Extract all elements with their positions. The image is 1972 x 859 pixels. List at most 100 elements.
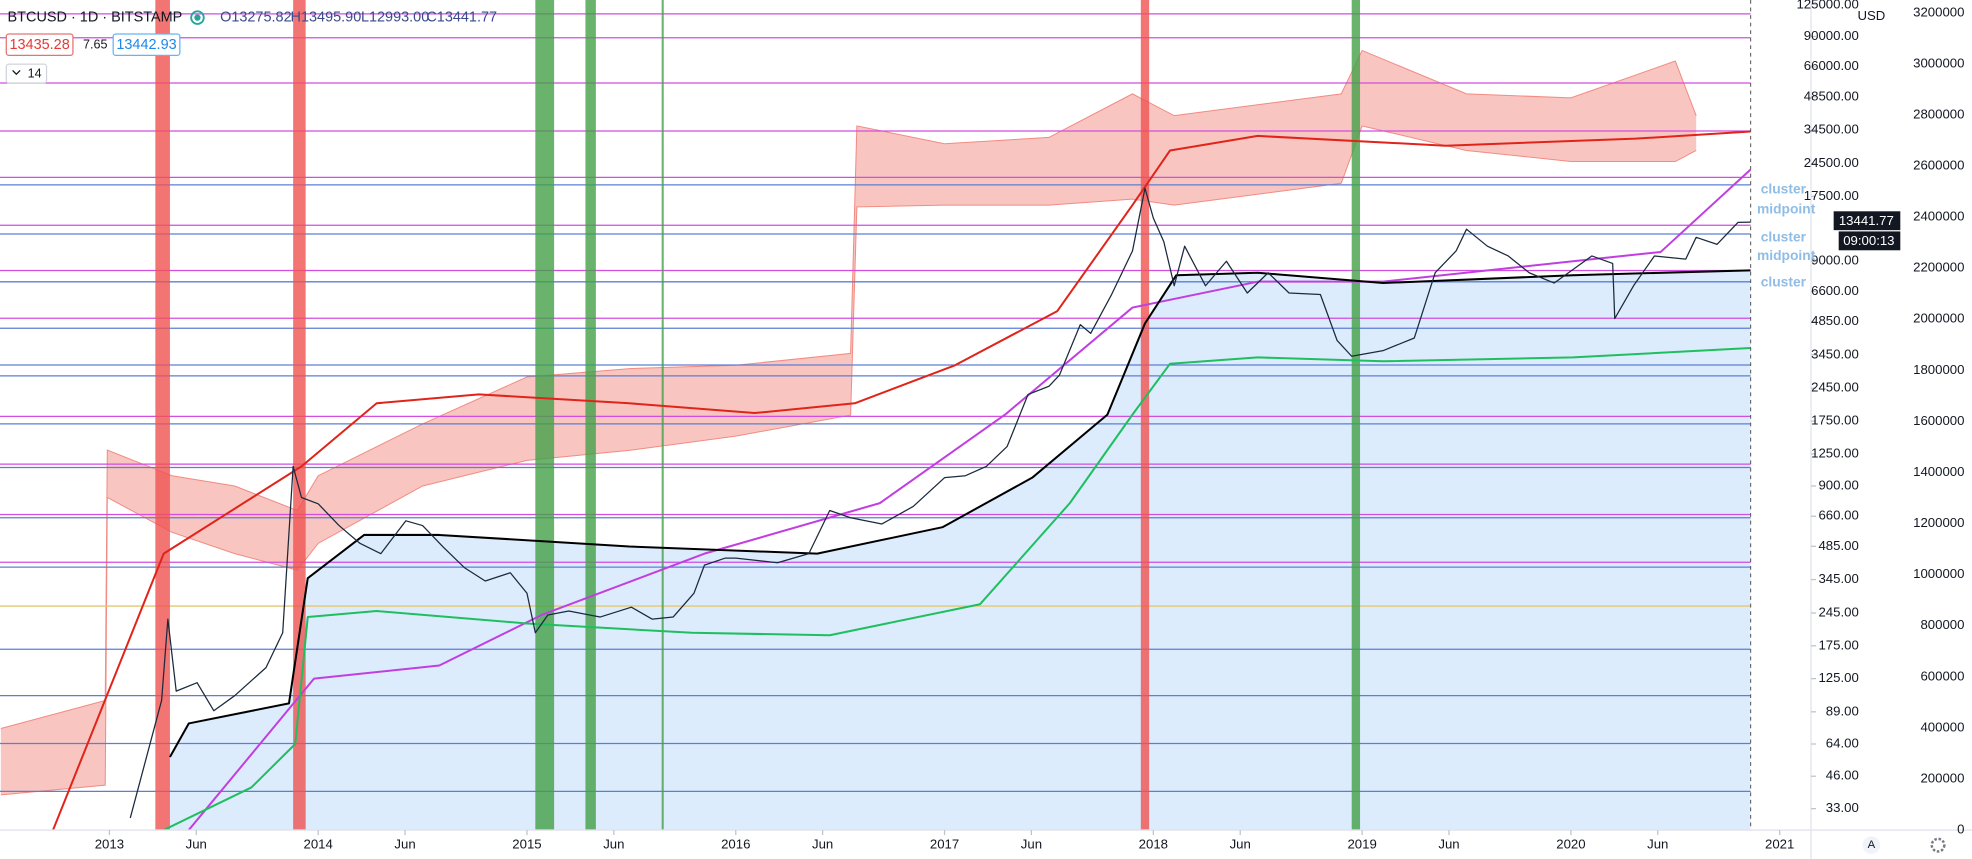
countdown-tag <box>1838 231 1901 251</box>
y-tick-label: 345.00 <box>1818 571 1858 586</box>
y2-tick-label: 2000000 <box>1913 311 1964 326</box>
y-tick-label: 3450.00 <box>1811 346 1859 361</box>
y2-tick-label: 600000 <box>1920 668 1964 683</box>
y-tick-label: 125000.00 <box>1796 0 1858 12</box>
y2-tick-label: 800000 <box>1920 617 1964 632</box>
y2-tick-label: 200000 <box>1920 770 1964 785</box>
series-line <box>52 130 1751 831</box>
indicator-left: 13435.28 <box>9 37 69 53</box>
x-tick-label: 2017 <box>930 837 959 852</box>
indicator-box <box>112 33 181 56</box>
chevron <box>12 69 21 76</box>
y-tick-label: 2450.00 <box>1811 380 1859 395</box>
y-tick-label: 66000.00 <box>1804 58 1859 73</box>
series-line <box>129 187 1751 819</box>
y-tick-label: 9000.00 <box>1811 253 1859 268</box>
y-tick-label: 1250.00 <box>1811 445 1859 460</box>
countdown: 09:00:13 <box>1843 233 1894 248</box>
x-tick-label: 2019 <box>1347 837 1376 852</box>
y2-tick-label: 1000000 <box>1913 566 1964 581</box>
last-price: 13441.77 <box>1839 213 1894 228</box>
y2-tick-label: 2400000 <box>1913 209 1964 224</box>
event-band <box>1140 0 1150 831</box>
ohlc-close: C13441.77 <box>426 9 497 25</box>
indicator-box <box>5 33 74 56</box>
annotation: midpoint <box>1757 201 1816 217</box>
y2-tick-label: 1400000 <box>1913 464 1964 479</box>
indicator-right: 13442.93 <box>116 37 176 53</box>
series-line <box>187 168 1752 831</box>
x-tick-label: Jun <box>1647 837 1668 852</box>
ohlc-high: H13495.90 <box>291 9 362 25</box>
interval-toggle[interactable] <box>5 63 48 84</box>
x-tick-label: Jun <box>603 837 624 852</box>
x-tick-label: 2014 <box>304 837 333 852</box>
annotation: midpoint <box>1757 247 1816 263</box>
x-tick-label: 2013 <box>95 837 124 852</box>
envelope-edge <box>0 125 1697 796</box>
y2-tick-label: 3200000 <box>1913 4 1964 19</box>
y-tick-label: 34500.00 <box>1804 122 1859 137</box>
annotation: cluster <box>1761 181 1807 197</box>
y2-tick-label: 3000000 <box>1913 55 1964 70</box>
y-tick-label: 6600.00 <box>1811 283 1859 298</box>
price-tag <box>1833 211 1901 231</box>
auto-label: A <box>1868 839 1876 851</box>
x-tick-label: Jun <box>394 837 415 852</box>
y-tick-label: 89.00 <box>1826 703 1859 718</box>
y-tick-label: 90000.00 <box>1804 28 1859 43</box>
event-band <box>155 0 170 831</box>
settings-button[interactable] <box>1930 837 1946 853</box>
x-tick-label: 2018 <box>1139 837 1168 852</box>
y-tick-label: 48500.00 <box>1804 88 1859 103</box>
symbol: BTCUSD · 1D · BITSTAMP <box>8 9 183 25</box>
y-tick-label: 245.00 <box>1818 604 1858 619</box>
y2-tick-label: 1200000 <box>1913 515 1964 530</box>
ohlc-low: L12993.00 <box>361 9 429 25</box>
interval: 14 <box>28 67 42 81</box>
x-tick-label: Jun <box>186 837 207 852</box>
x-tick-label: 2021 <box>1765 837 1794 852</box>
y-tick-label: 900.00 <box>1818 477 1858 492</box>
y-tick-label: 485.00 <box>1818 538 1858 553</box>
x-tick-label: 2020 <box>1556 837 1585 852</box>
plot-area <box>0 0 1752 831</box>
envelope <box>0 50 1697 795</box>
y2-tick-label: 2800000 <box>1913 106 1964 121</box>
indicator-mid: 7.65 <box>83 38 107 52</box>
event-band <box>661 0 664 831</box>
y-tick-label: 4850.00 <box>1811 313 1859 328</box>
y2-tick-label: 1600000 <box>1913 413 1964 428</box>
x-tick-label: Jun <box>1021 837 1042 852</box>
annotation: cluster <box>1761 274 1807 290</box>
y-tick-label: 33.00 <box>1826 800 1859 815</box>
x-tick-label: Jun <box>1230 837 1251 852</box>
y-tick-label: 175.00 <box>1818 637 1858 652</box>
status-dot <box>190 10 205 25</box>
y-tick-label: 46.00 <box>1826 768 1859 783</box>
y-tick-label: 24500.00 <box>1804 155 1859 170</box>
x-tick-label: 2016 <box>721 837 750 852</box>
axes: 125000.00 90000.00 66000.00 48500.00 34500.0… <box>95 0 1965 852</box>
y2-tick-label: 400000 <box>1920 719 1964 734</box>
y-tick-label: 1750.00 <box>1811 413 1859 428</box>
event-band <box>585 0 596 831</box>
x-tick-label: Jun <box>1438 837 1459 852</box>
y-tick-label: 660.00 <box>1818 508 1858 523</box>
x-tick-label: Jun <box>812 837 833 852</box>
envelope-edge <box>0 49 1697 730</box>
y2-tick-label: 1800000 <box>1913 362 1964 377</box>
auto-button[interactable] <box>1862 836 1881 854</box>
y2-tick-label: 0 <box>1957 822 1964 837</box>
y2-tick-label: 2200000 <box>1913 260 1964 275</box>
event-band <box>1351 0 1361 831</box>
annotation: cluster <box>1761 228 1807 244</box>
event-band <box>293 0 306 831</box>
y-tick-label: 125.00 <box>1818 670 1858 685</box>
x-tick-label: 2015 <box>512 837 541 852</box>
event-band <box>535 0 555 831</box>
y-tick-label: 64.00 <box>1826 735 1859 750</box>
currency: USD <box>1857 8 1885 23</box>
